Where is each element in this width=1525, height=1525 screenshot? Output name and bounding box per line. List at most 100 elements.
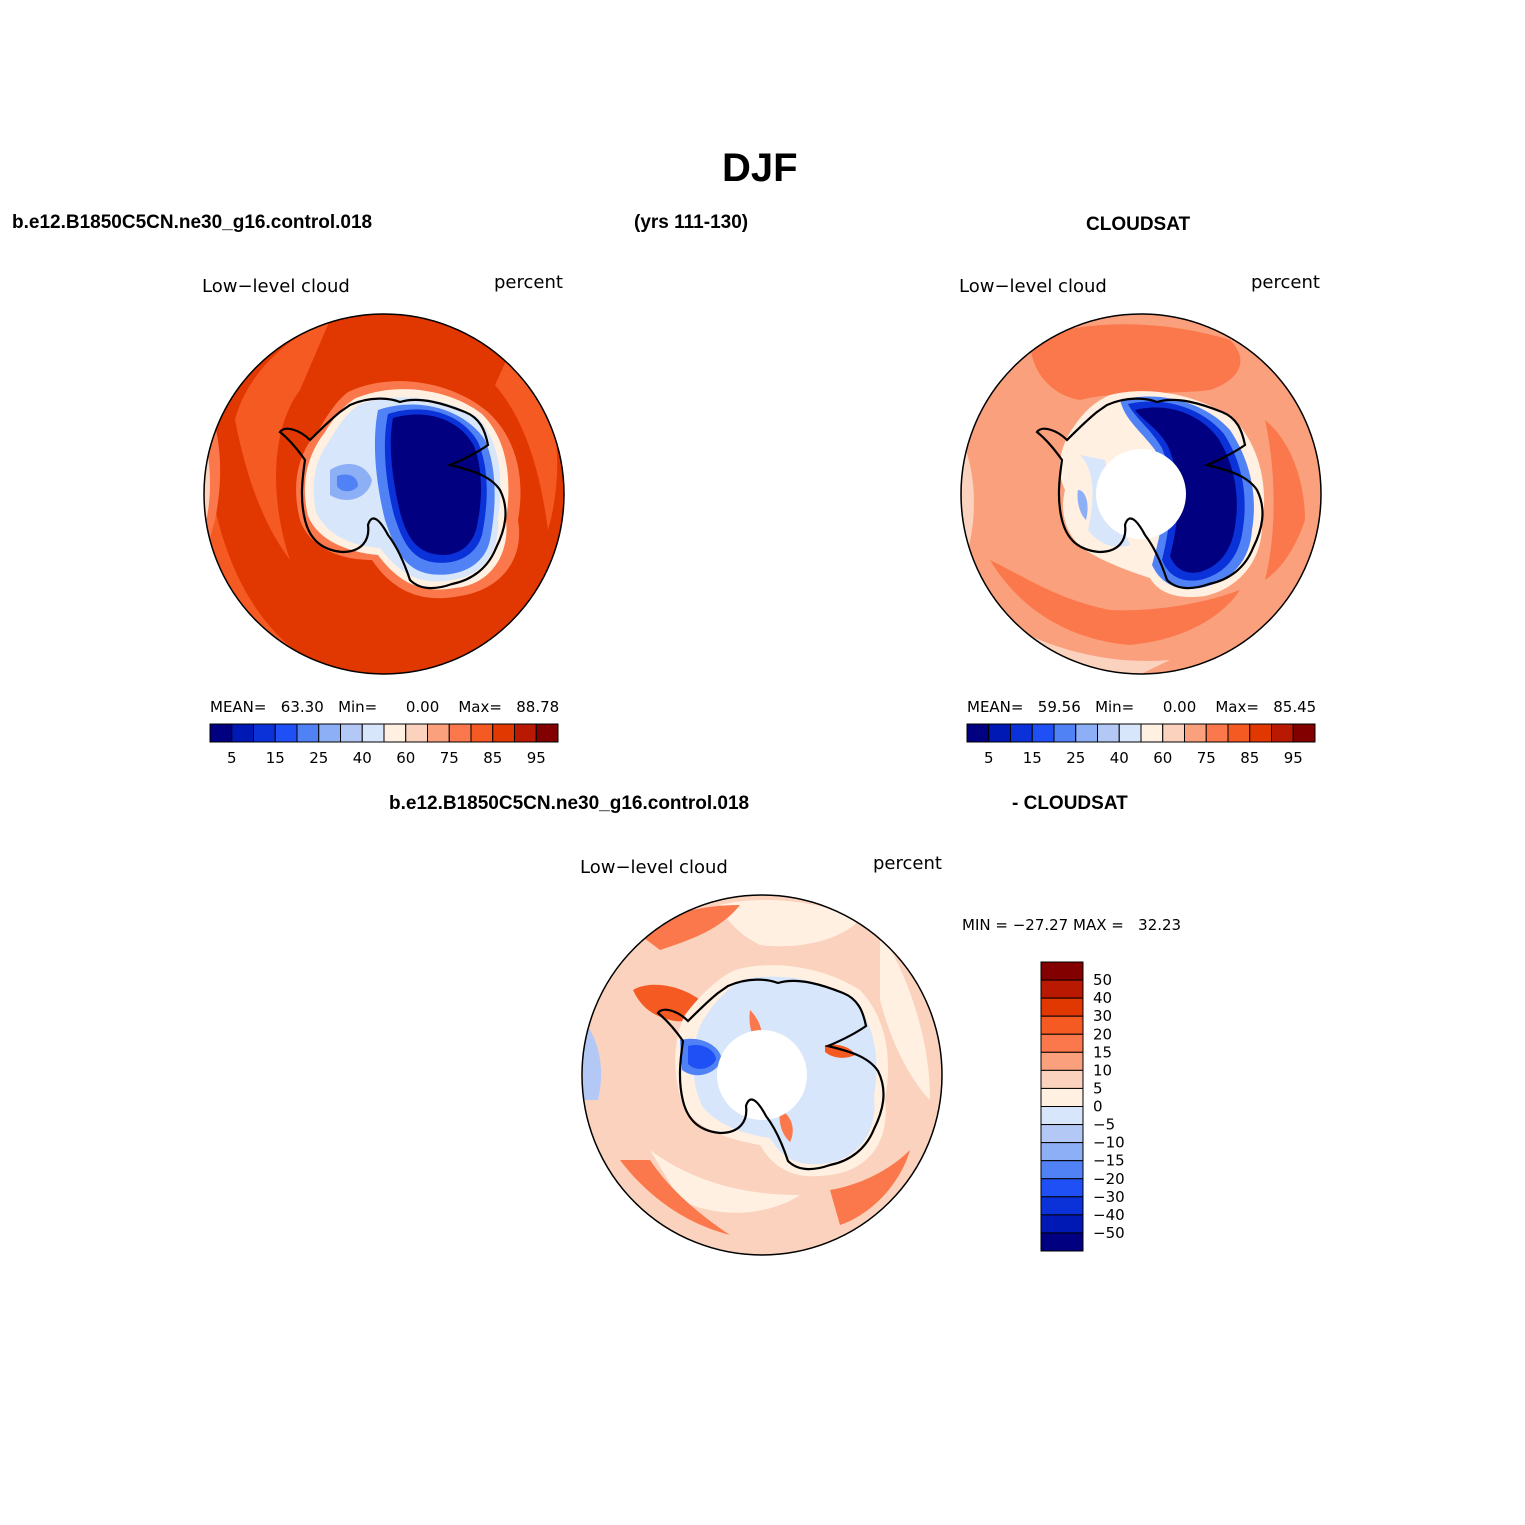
colorbar-tick-label: 15: [1093, 1043, 1112, 1061]
colorbar-tick-label: 85: [1240, 749, 1259, 767]
min-label: MIN =: [962, 916, 1008, 934]
colorbar-box: [1140, 723, 1164, 743]
diff-case-name-header: b.e12.B1850C5CN.ne30_g16.control.018: [389, 793, 750, 814]
coastline-diff: [656, 978, 885, 1171]
colorbar-box: [1040, 997, 1084, 1017]
ocean-field-15-sw: [620, 1160, 730, 1235]
ocean-field-west-negative: [583, 1020, 602, 1100]
colorbar-box: [318, 723, 341, 743]
polar-gap: [717, 1030, 807, 1120]
coastline-obs: [1035, 397, 1264, 590]
colorbar-box: [296, 723, 320, 743]
colorbar-box: [1249, 723, 1272, 743]
stats-diff: MIN = −27.27 MAX = 32.23: [962, 916, 1181, 934]
colorbar-box: [1292, 723, 1316, 743]
colorbar-tick-label: 75: [1197, 749, 1216, 767]
colorbar-tick-label: 15: [1023, 749, 1042, 767]
colorbar-model: 5 15 25 40 60 75 85 95: [209, 723, 559, 767]
ocean-field-5-east: [880, 930, 930, 1100]
ocean-field-15-nw: [640, 905, 740, 950]
colorbar-box: [1040, 1015, 1084, 1035]
ocean-field-20-nw: [633, 984, 701, 1022]
variable-label-model: Low−level cloud: [202, 276, 350, 297]
ocean-field-north-80: [1030, 324, 1241, 400]
min-value: 0.00: [405, 698, 440, 716]
colorbar-tick-label: 40: [1110, 749, 1129, 767]
colorbar-box: [1205, 723, 1229, 743]
colorbar-box: [361, 723, 385, 743]
colorbar-box: [274, 723, 298, 743]
colorbar-box: [1097, 723, 1120, 743]
units-label-obs: percent: [1251, 272, 1320, 293]
variable-label-diff: Low−level cloud: [580, 857, 728, 878]
max-label: MAX =: [1073, 916, 1124, 934]
max-label: Max=: [1215, 698, 1259, 716]
antarctica-west-neg20: [688, 1044, 716, 1069]
colorbar-box: [340, 723, 363, 743]
colorbar-box: [470, 723, 494, 743]
mean-value: 63.30: [280, 698, 324, 716]
colorbar-box: [1271, 723, 1294, 743]
units-label-diff: percent: [873, 853, 942, 874]
page-title: DJF: [722, 146, 798, 190]
colorbar-box: [514, 723, 537, 743]
colorbar-box: [1040, 1069, 1084, 1089]
min-value: 0.00: [1162, 698, 1197, 716]
colorbar-tick-label: 60: [396, 749, 415, 767]
colorbar-box: [1118, 723, 1142, 743]
ocean-field-east-80: [1265, 420, 1305, 580]
map-border-obs: [960, 313, 1322, 675]
max-value: 85.45: [1273, 698, 1317, 716]
colorbar-box: [1040, 1232, 1084, 1252]
colorbar-box: [448, 723, 472, 743]
colorbar-box: [231, 723, 254, 743]
colorbar-tick-label: 85: [483, 749, 502, 767]
antarctica-west-20: [337, 474, 358, 492]
colorbar-box: [1040, 1033, 1084, 1053]
colorbar-box: [988, 723, 1011, 743]
ocean-field-ring-85c: [235, 320, 330, 560]
diff-obs-name-header: - CLOUDSAT: [1012, 793, 1128, 814]
obs-name-header: CLOUDSAT: [1086, 214, 1191, 235]
colorbar-box: [1040, 1160, 1084, 1180]
stats-obs: MEAN= 59.56 Min= 0.00 Max= 85.45: [967, 698, 1316, 716]
colorbar-box: [1227, 723, 1251, 743]
colorbar-tick-label: 50: [1093, 971, 1112, 989]
colorbar-box: [1031, 723, 1055, 743]
colorbar-tick-label: 5: [227, 749, 237, 767]
colorbar-box: [1184, 723, 1207, 743]
antarctica-east-5: [390, 414, 481, 555]
colorbar-tick-label: −30: [1093, 1188, 1125, 1206]
colorbar-box: [1040, 1124, 1084, 1144]
colorbar-tick-label: 95: [527, 749, 546, 767]
polar-gap: [1096, 449, 1186, 539]
colorbar-tick-label: −40: [1093, 1206, 1125, 1224]
antarctica-south-positive: [779, 1110, 793, 1142]
colorbar-box: [383, 723, 407, 743]
colorbar-tick-label: 15: [266, 749, 285, 767]
antarctica-east-5: [1135, 407, 1237, 573]
colorbar-tick-label: 40: [353, 749, 372, 767]
ocean-field-5-north: [720, 900, 860, 947]
colorbar-box: [1075, 723, 1098, 743]
colorbar-tick-label: 75: [440, 749, 459, 767]
colorbar-tick-label: 25: [309, 749, 328, 767]
ocean-field-south-80: [990, 560, 1240, 645]
mean-label: MEAN=: [967, 698, 1024, 716]
colorbar-tick-label: 0: [1093, 1098, 1103, 1116]
stats-model: MEAN= 63.30 Min= 0.00 Max= 88.78: [210, 698, 559, 716]
colorbar-tick-label: 30: [1093, 1007, 1112, 1025]
colorbar-box: [253, 723, 276, 743]
colorbar-box: [427, 723, 450, 743]
colorbar-tick-label: 20: [1093, 1025, 1112, 1043]
units-label-model: percent: [494, 272, 563, 293]
colorbar-tick-label: 40: [1093, 989, 1112, 1007]
colorbar-box: [1040, 1196, 1084, 1216]
colorbar-box: [1053, 723, 1077, 743]
colorbar-box: [966, 723, 990, 743]
colorbar-box: [492, 723, 515, 743]
map-model: [204, 314, 564, 674]
max-label: Max=: [458, 698, 502, 716]
coastline-model: [278, 397, 507, 590]
